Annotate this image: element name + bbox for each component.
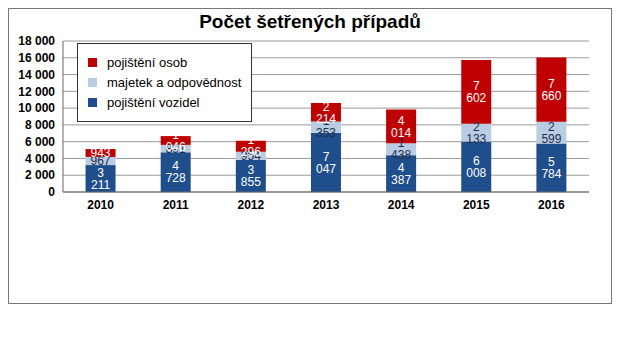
svg-text:943: 943 <box>91 146 111 160</box>
svg-text:2214: 2214 <box>316 100 336 126</box>
svg-text:2015: 2015 <box>463 198 490 212</box>
svg-text:2599: 2599 <box>541 120 561 146</box>
svg-text:14 000: 14 000 <box>18 68 55 82</box>
svg-text:967: 967 <box>90 154 111 169</box>
svg-text:7047: 7047 <box>316 150 336 176</box>
svg-text:1046: 1046 <box>166 128 186 154</box>
svg-text:2012: 2012 <box>238 198 265 212</box>
svg-text:5784: 5784 <box>541 155 561 181</box>
html-text:pojištění osob: pojištění osob <box>107 55 188 70</box>
svg-text:7660: 7660 <box>541 77 561 103</box>
svg-text:8 000: 8 000 <box>25 118 55 132</box>
svg-text:10 000: 10 000 <box>18 101 55 115</box>
svg-text:0: 0 <box>48 185 55 199</box>
svg-text:2010: 2010 <box>87 198 114 212</box>
html-text:majetek a odpovědnost: majetek a odpovědnost <box>107 75 242 90</box>
svg-text:4 000: 4 000 <box>25 152 55 166</box>
svg-text:1296: 1296 <box>241 133 261 159</box>
svg-text:4014: 4014 <box>391 114 411 140</box>
html-text:pojištění vozidel: pojištění vozidel <box>107 95 200 110</box>
svg-text:2011: 2011 <box>163 198 189 212</box>
svg-text:2133: 2133 <box>466 120 486 146</box>
html-text:Počet šetřených případů: Počet šetřených případů <box>199 11 421 32</box>
svg-text:2014: 2014 <box>388 198 415 212</box>
svg-text:16 000: 16 000 <box>18 51 55 65</box>
html-text:353: 353 <box>316 126 336 141</box>
svg-text:2013: 2013 <box>313 198 340 212</box>
svg-text:3211: 3211 <box>91 166 110 192</box>
svg-text:12 000: 12 000 <box>18 85 55 99</box>
svg-text:6 000: 6 000 <box>25 135 55 149</box>
svg-text:1438: 1438 <box>391 136 411 162</box>
svg-text:2016: 2016 <box>538 198 565 212</box>
svg-text:6008: 6008 <box>466 154 486 180</box>
svg-text:7602: 7602 <box>466 79 486 105</box>
svg-text:4728: 4728 <box>166 159 186 185</box>
svg-text:4387: 4387 <box>391 161 411 187</box>
svg-text:2 000: 2 000 <box>25 168 55 182</box>
svg-text:18 000: 18 000 <box>18 35 55 48</box>
svg-text:3855: 3855 <box>241 163 261 189</box>
